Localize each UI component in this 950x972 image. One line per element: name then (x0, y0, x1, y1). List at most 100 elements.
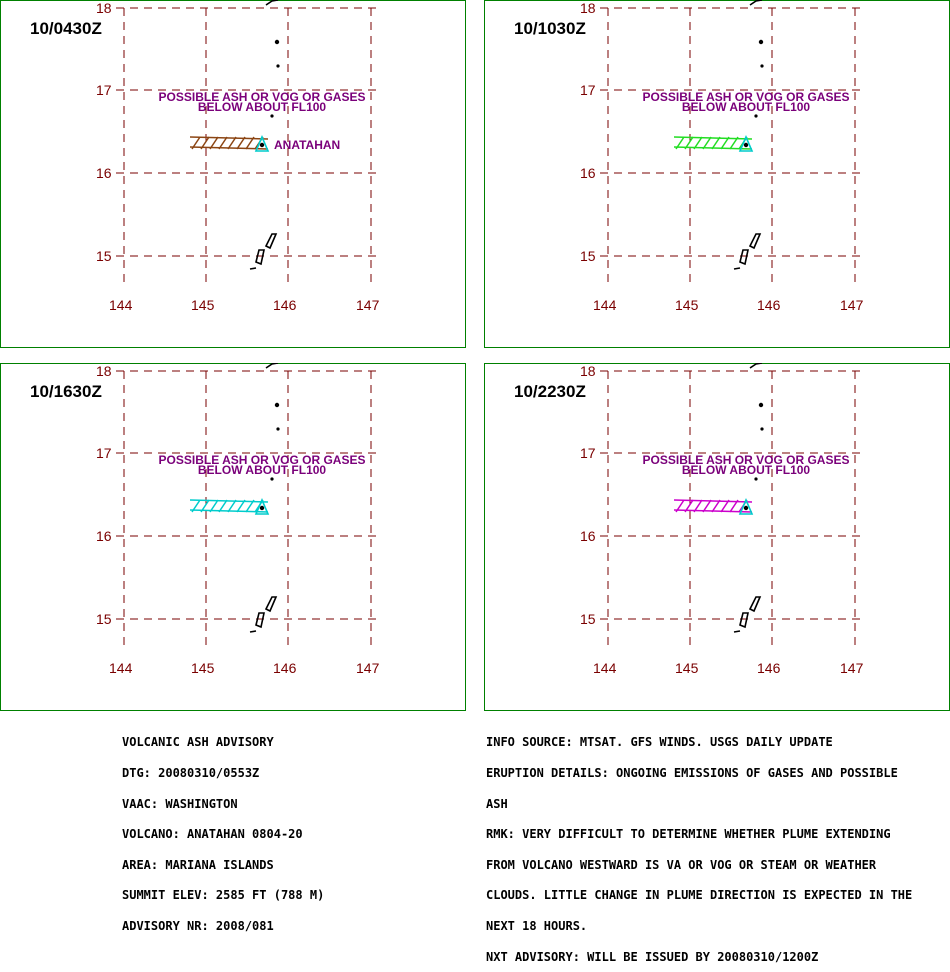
volcano-marker-icon (738, 497, 754, 515)
ash-text-line1: POSSIBLE ASH OR VOG OR GASES (643, 90, 850, 104)
plume-top-edge (189, 136, 269, 140)
island-dot (758, 39, 764, 45)
ash-text-line1: POSSIBLE ASH OR VOG OR GASES (643, 453, 850, 467)
plume-hatch (236, 499, 246, 513)
plume-hatch (675, 136, 685, 150)
plume-hatch (693, 136, 703, 150)
map-panel-1: 18 17 16 15 144 145 146 147 10/0430Z POSSIBLE ASH… (0, 0, 466, 348)
advisory-line: DTG: 20080310/0553Z (122, 766, 260, 780)
island-tinian (255, 612, 265, 629)
lat-label: 17 (580, 445, 596, 461)
lon-label: 144 (593, 660, 617, 676)
island-farallon (265, 363, 279, 369)
island-dot (276, 64, 280, 68)
plume-hatch (227, 136, 237, 150)
ash-text-line2: BELOW ABOUT FL100 (198, 100, 327, 114)
plume-hatch (200, 499, 210, 513)
panel-border (484, 363, 950, 711)
island-dot (270, 477, 274, 481)
lon-label: 146 (757, 297, 781, 313)
advisory-right-block: INFO SOURCE: MTSAT. GFS WINDS. USGS DAIL… (486, 717, 912, 972)
plume-hatch (702, 136, 712, 150)
advisory-line: VOLCANIC ASH ADVISORY (122, 735, 274, 750)
lon-label: 145 (191, 297, 215, 313)
valid-time-label: 10/0430Z (30, 19, 102, 38)
lon-label: 144 (109, 297, 133, 313)
advisory-line: ERUPTION DETAILS: ONGOING EMISSIONS OF G… (486, 766, 898, 780)
lat-label: 18 (96, 0, 112, 16)
volcano-summit-dot (743, 505, 749, 511)
island-dot (274, 39, 280, 45)
island-saipan (748, 596, 762, 613)
lon-label: 147 (840, 660, 864, 676)
lat-label: 17 (580, 82, 596, 98)
panel-border (0, 363, 466, 711)
island-tinian (739, 612, 749, 629)
plume-hatch (729, 136, 739, 150)
valid-time-label: 10/1630Z (30, 382, 102, 401)
lon-label: 144 (593, 297, 617, 313)
plume-hatch (729, 499, 739, 513)
lat-label: 16 (96, 165, 112, 181)
panel-border (0, 0, 466, 348)
plume-top-edge (189, 499, 269, 503)
advisory-line: NXT ADVISORY: WILL BE ISSUED BY 20080310… (486, 949, 819, 964)
advisory-line: AREA: MARIANA ISLANDS (122, 857, 274, 872)
plume-hatch (218, 499, 228, 513)
lon-label: 147 (356, 297, 380, 313)
advisory-line: RMK: VERY DIFFICULT TO DETERMINE WHETHER… (486, 827, 891, 842)
lat-label: 15 (96, 611, 112, 627)
lat-label: 16 (96, 528, 112, 544)
plume-hatch (191, 499, 201, 513)
island-dot (274, 402, 280, 408)
plume-hatch (209, 136, 219, 150)
map-panel-3: 18 17 16 15 144 145 146 147 10/1630Z POSSIBLE ASH… (0, 363, 466, 711)
plume-top-edge (673, 499, 753, 503)
island-farallon (749, 0, 763, 6)
plume-hatch (209, 499, 219, 513)
ash-text-line1: POSSIBLE ASH OR VOG OR GASES (159, 453, 366, 467)
lon-label: 146 (273, 660, 297, 676)
map-svg: 18 17 16 15 144 145 146 147 10/2230Z POSSIBLE ASH… (484, 363, 950, 711)
plume-hatch (675, 499, 685, 513)
volcano-summit-dot (259, 142, 265, 148)
island-rota (733, 267, 741, 270)
island-dot (754, 114, 758, 118)
lon-label: 147 (356, 660, 380, 676)
advisory-line: ASH (486, 796, 508, 811)
island-farallon (749, 363, 763, 369)
island-saipan (748, 233, 762, 250)
plume-hatch (200, 136, 210, 150)
advisory-line: CLOUDS. LITTLE CHANGE IN PLUME DIRECTION… (486, 888, 913, 903)
advisory-line: NEXT 18 HOURS. (486, 918, 588, 933)
plume-hatch (711, 136, 721, 150)
plume-hatch (684, 136, 694, 150)
plume-hatch (720, 136, 730, 150)
advisory-left-block: VOLCANIC ASH ADVISORY DTG: 20080310/0553… (122, 717, 324, 941)
plume-hatch (245, 499, 255, 513)
lat-label: 18 (580, 363, 596, 379)
valid-time-label: 10/1030Z (514, 19, 586, 38)
plume-top-edge (673, 136, 753, 140)
ash-text-line2: BELOW ABOUT FL100 (198, 463, 327, 477)
map-panel-2: 18 17 16 15 144 145 146 147 10/1030Z POSSIBLE ASH… (484, 0, 950, 348)
volcano-marker-icon (254, 134, 270, 152)
plume-hatch (693, 499, 703, 513)
island-saipan (264, 596, 278, 613)
plume-hatch (702, 499, 712, 513)
lon-label: 145 (191, 660, 215, 676)
plume-hatch (218, 136, 228, 150)
volcano-marker-icon (738, 134, 754, 152)
plume-hatch (191, 136, 201, 150)
island-saipan (264, 233, 278, 250)
island-rota (733, 630, 741, 633)
plume-hatch (720, 499, 730, 513)
volcano-summit-dot (743, 142, 749, 148)
plume-hatch (684, 499, 694, 513)
lat-label: 18 (580, 0, 596, 16)
map-svg: 18 17 16 15 144 145 146 147 10/1030Z POSSIBLE ASH… (484, 0, 950, 348)
lat-label: 15 (580, 611, 596, 627)
advisory-line: SUMMIT ELEV: 2585 FT (788 M) (122, 888, 325, 903)
lon-label: 146 (273, 297, 297, 313)
ash-text-line2: BELOW ABOUT FL100 (682, 463, 811, 477)
